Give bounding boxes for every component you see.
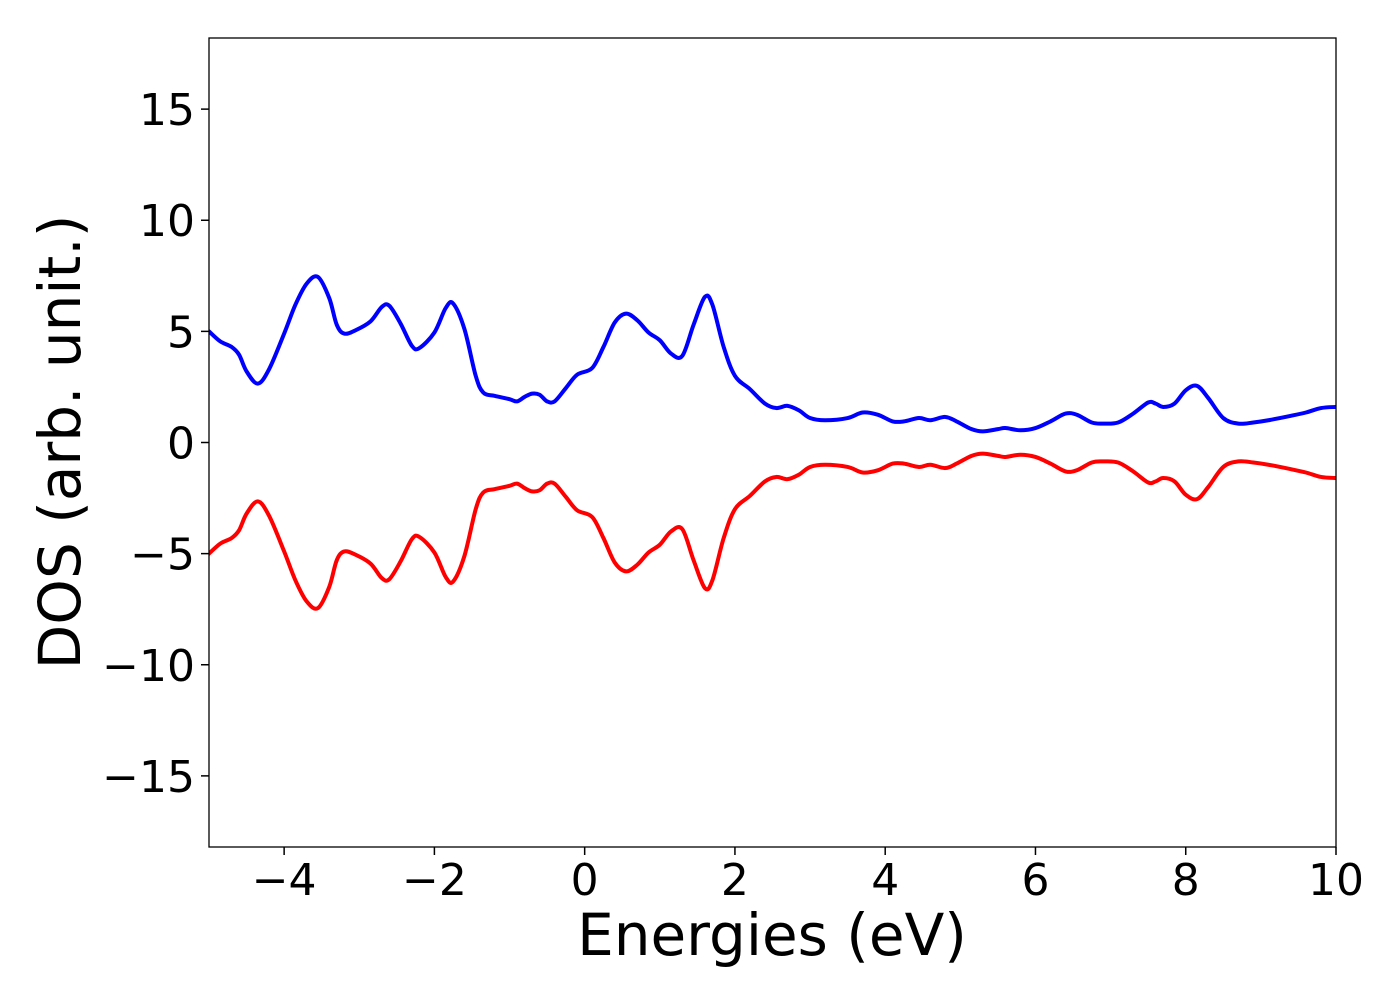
y-tick-label: −10 xyxy=(102,641,195,692)
x-axis: −4 −2 0 2 4 6 8 10 xyxy=(252,847,1364,906)
x-tick-label: −2 xyxy=(402,855,467,906)
y-tick-label: −5 xyxy=(130,530,195,581)
series-layer xyxy=(209,274,1336,611)
y-tick-label: −15 xyxy=(102,752,195,803)
y-tick-label: 5 xyxy=(167,307,195,358)
y-axis-label: DOS (arb. unit.) xyxy=(26,215,94,670)
x-tick-label: −4 xyxy=(252,855,317,906)
x-tick-label: 10 xyxy=(1308,855,1364,906)
x-tick-label: 2 xyxy=(721,855,749,906)
x-axis-label: Energies (eV) xyxy=(577,901,967,969)
series-line-1 xyxy=(209,274,1336,434)
x-tick-label: 0 xyxy=(571,855,599,906)
x-tick-label: 8 xyxy=(1172,855,1200,906)
y-tick-label: 15 xyxy=(139,85,195,136)
series-line-2 xyxy=(209,451,1336,611)
x-tick-label: 4 xyxy=(871,855,899,906)
x-tick-label: 6 xyxy=(1021,855,1049,906)
plot-background xyxy=(209,38,1336,847)
y-tick-label: 0 xyxy=(167,419,195,470)
y-tick-label: 10 xyxy=(139,196,195,247)
y-axis: −15 −10 −5 0 5 10 15 xyxy=(102,85,209,803)
